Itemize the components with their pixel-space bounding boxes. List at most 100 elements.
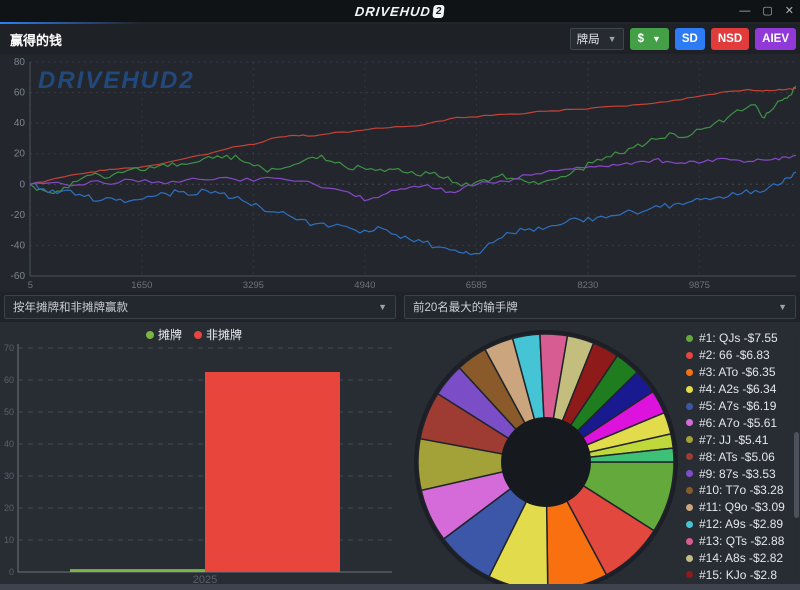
page-title: 赢得的钱 (10, 32, 63, 48)
legend-dot-icon (686, 571, 693, 579)
svg-text:9875: 9875 (689, 280, 710, 291)
legend-label: #12: A9s -$2.89 (699, 517, 784, 532)
legend-scrollbar-thumb[interactable] (794, 432, 799, 518)
chevron-down-icon: ▼ (778, 301, 787, 312)
pie-legend-item: #6: A7o -$5.61 (686, 414, 792, 431)
pie-legend-item: #4: A2s -$6.34 (686, 381, 792, 398)
svg-text:80: 80 (14, 57, 26, 68)
legend-label: #10: T7o -$3.28 (699, 483, 784, 498)
maximize-icon[interactable]: ▢ (762, 4, 773, 17)
chevron-down-icon: ▼ (607, 33, 617, 44)
legend-dot-icon (686, 402, 693, 410)
legend-dot-icon (686, 537, 693, 545)
legend-dot-icon (686, 486, 693, 494)
svg-text:20: 20 (4, 503, 14, 513)
svg-text:60: 60 (14, 88, 26, 99)
report-selector-row: 按年摊牌和非摊牌赢款 ▼ 前20名最大的输手牌 ▼ (0, 292, 800, 322)
pie-legend-item: #12: A9s -$2.89 (686, 516, 792, 533)
pie-legend-item: #10: T7o -$3.28 (686, 482, 792, 499)
close-icon[interactable]: ✕ (784, 4, 794, 17)
legend-dot-icon (686, 385, 693, 393)
pie-legend-item: #3: ATo -$6.35 (686, 364, 792, 381)
legend-dot-icon (686, 368, 693, 376)
legend-label: #11: Q9o -$3.09 (699, 500, 785, 515)
titlebar: DRIVEHUD 2 — ▢ ✕ (0, 0, 800, 22)
pie-legend-item: #5: A7s -$6.19 (686, 398, 792, 415)
svg-text:5: 5 (28, 280, 33, 291)
legend-dot-icon (686, 453, 693, 461)
chevron-down-icon: ▼ (378, 301, 387, 312)
svg-text:0: 0 (9, 567, 14, 577)
svg-text:-20: -20 (11, 210, 26, 221)
currency-dropdown[interactable]: $ ▼ (629, 28, 669, 50)
chevron-down-icon: ▼ (651, 33, 661, 44)
svg-text:非摊牌: 非摊牌 (206, 328, 242, 342)
pie-legend-list: #1: QJs -$7.55 #2: 66 -$6.83 #3: ATo -$6.3… (686, 330, 792, 583)
legend-dot-icon (686, 419, 693, 427)
currency-label: $ (637, 33, 644, 45)
pie-legend-item: #14: A8s -$2.82 (686, 550, 792, 567)
legend-label: #5: A7s -$6.19 (699, 399, 777, 413)
logo-text: DRIVEHUD (354, 3, 432, 19)
svg-text:4940: 4940 (354, 280, 375, 291)
svg-text:6585: 6585 (466, 280, 487, 291)
losing-hands-pie-chart (398, 322, 684, 584)
sd-toggle-button[interactable]: SD (674, 28, 705, 50)
pie-legend-item: #8: ATs -$5.06 (686, 448, 792, 465)
svg-text:1650: 1650 (131, 280, 152, 291)
legend-label: #1: QJs -$7.55 (699, 331, 778, 346)
legend-label: #9: 87s -$3.53 (699, 466, 776, 481)
pie-legend-item: #2: 66 -$6.83 (686, 347, 792, 364)
pie-legend-item: #15: KJo -$2.8 (686, 566, 792, 583)
hands-filter-dropdown[interactable]: 牌局 ▼ (569, 28, 624, 50)
svg-text:40: 40 (4, 439, 14, 449)
pie-legend-item: #13: QTs -$2.88 (686, 533, 792, 550)
filter-bar: 牌局 ▼ $ ▼ SD NSD AIEV (569, 28, 796, 50)
legend-scrollbar (794, 334, 799, 574)
legend-dot-icon (686, 520, 693, 528)
legend-label: #3: ATo -$6.35 (699, 365, 776, 380)
svg-text:30: 30 (4, 471, 14, 481)
legend-dot-icon (686, 334, 693, 342)
svg-text:50: 50 (4, 407, 14, 417)
legend-label: #4: A2s -$6.34 (699, 382, 777, 397)
legend-label: #8: ATs -$5.06 (699, 449, 775, 464)
legend-dot-icon (686, 470, 693, 478)
pie-legend-item: #1: QJs -$7.55 (686, 330, 792, 347)
legend-dot-icon (686, 351, 693, 359)
bottom-panels: 摊牌 非摊牌 0 10 20 30 40 50 60 70 2025 #1: QJs -$7.55 #… (0, 322, 800, 586)
pie-legend-item: #11: Q9o -$3.09 (686, 499, 792, 516)
svg-text:70: 70 (4, 343, 14, 353)
svg-text:8230: 8230 (577, 280, 598, 291)
svg-text:3295: 3295 (243, 280, 264, 291)
svg-text:DRIVEHUD2: DRIVEHUD2 (38, 67, 195, 94)
money-won-line-chart: 80 60 40 20 0 -20 -40 -60 5 1650 3295 4940 6585 8230 9… (0, 54, 800, 292)
minimize-icon[interactable]: — (739, 4, 751, 17)
left-report-dropdown[interactable]: 按年摊牌和非摊牌赢款 ▼ (4, 295, 396, 319)
aiev-toggle-button[interactable]: AIEV (755, 28, 796, 50)
hands-filter-label: 牌局 (576, 34, 600, 46)
showdown-bar-chart: 摊牌 非摊牌 0 10 20 30 40 50 60 70 2025 (0, 322, 398, 586)
svg-text:60: 60 (4, 375, 14, 385)
svg-text:40: 40 (14, 118, 26, 129)
legend-label: #13: QTs -$2.88 (699, 534, 785, 549)
legend-dot-icon (686, 436, 693, 444)
pie-legend-item: #7: JJ -$5.41 (686, 431, 792, 448)
nsd-toggle-button[interactable]: NSD (710, 28, 750, 50)
svg-text:-40: -40 (11, 240, 26, 251)
legend-label: #14: A8s -$2.82 (699, 551, 784, 566)
report-header: 赢得的钱 牌局 ▼ $ ▼ SD NSD AIEV (0, 24, 800, 54)
logo-badge-2: 2 (432, 4, 446, 18)
legend-label: #6: A7o -$5.61 (699, 415, 778, 430)
legend-dot-icon (686, 554, 693, 562)
left-report-label: 按年摊牌和非摊牌赢款 (13, 302, 128, 314)
legend-dot-icon (686, 503, 693, 511)
legend-label: #2: 66 -$6.83 (699, 348, 770, 363)
right-report-dropdown[interactable]: 前20名最大的输手牌 ▼ (404, 295, 796, 319)
svg-text:-60: -60 (11, 271, 26, 282)
pie-legend-item: #9: 87s -$3.53 (686, 465, 792, 482)
right-report-label: 前20名最大的输手牌 (413, 302, 518, 314)
window-controls: — ▢ ✕ (739, 0, 794, 22)
svg-text:摊牌: 摊牌 (158, 328, 182, 342)
